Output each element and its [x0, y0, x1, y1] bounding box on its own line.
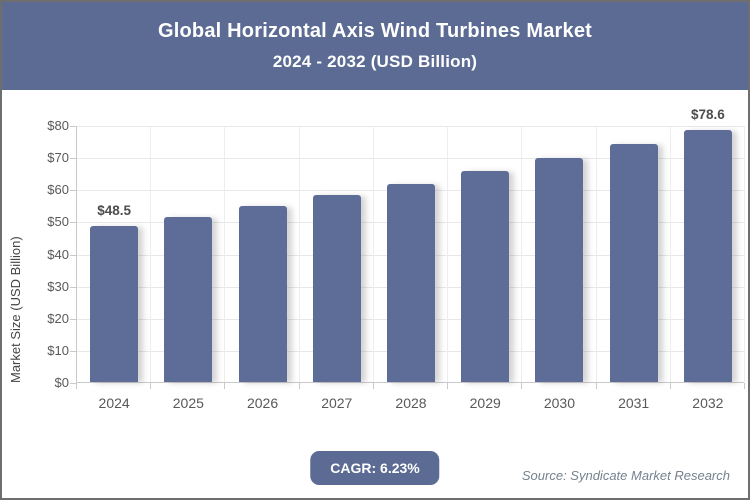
chart-area: Market Size (USD Billion) $0 $10 $20 $30 $40…: [2, 90, 748, 446]
x-axis-tick: [298, 383, 300, 389]
y-axis-tick: [70, 254, 76, 256]
x-axis-tick: [224, 383, 226, 389]
gridline-vertical: [372, 126, 374, 382]
y-axis-tick-label: $80: [47, 118, 69, 133]
chart-title: Global Horizontal Axis Wind Turbines Mar…: [157, 20, 593, 42]
y-axis-tick-label: $70: [47, 150, 69, 166]
bar-2027: [312, 195, 361, 382]
cagr-badge: CAGR: 6.23%: [310, 451, 440, 485]
gridline-horizontal: [77, 158, 744, 160]
x-axis-label: 2028: [395, 395, 427, 411]
bar-column: 2029: [448, 126, 522, 411]
y-axis-tick: [70, 222, 76, 224]
x-axis-tick: [521, 383, 523, 389]
bar-2030: [535, 158, 584, 382]
bar-column: 2030: [522, 126, 596, 411]
bar-column: 2027: [300, 126, 374, 411]
x-axis-tick: [150, 383, 152, 389]
x-axis-label: 2031: [618, 395, 650, 411]
source-attribution: Source: Syndicate Market Research: [521, 468, 730, 483]
y-axis-tick: [70, 126, 76, 127]
chart-header: Global Horizontal Axis Wind Turbines Mar…: [2, 2, 748, 90]
y-axis-tick: [70, 158, 76, 160]
gridline-vertical: [150, 126, 152, 382]
gridline-vertical: [447, 126, 449, 382]
y-axis-tick: [70, 350, 76, 352]
bar-column: 2025: [151, 126, 225, 411]
x-axis-label: 2026: [246, 395, 279, 411]
gridline-vertical: [744, 126, 745, 382]
y-axis-tick-label: $50: [47, 214, 69, 230]
x-axis-label: 2030: [543, 395, 576, 411]
gridline-vertical: [224, 126, 226, 382]
gridline-horizontal: [77, 126, 744, 127]
y-axis-tick: [70, 190, 76, 192]
x-axis-tick: [447, 383, 449, 389]
x-axis-tick: [669, 383, 671, 389]
y-axis-title: Market Size (USD Billion): [8, 236, 23, 383]
x-axis-tick: [744, 383, 745, 389]
x-axis-label: 2025: [172, 395, 204, 411]
x-axis-label: 2032: [692, 395, 724, 411]
gridline-vertical: [595, 126, 597, 382]
bar-value-label: $48.5: [97, 203, 131, 219]
chart-footer: CAGR: 6.23% Source: Syndicate Market Res…: [2, 446, 748, 498]
bar-2026: [238, 206, 287, 382]
y-axis-tick-label: $10: [47, 342, 69, 358]
gridline-vertical: [521, 126, 523, 382]
y-axis-tick: [70, 286, 76, 288]
bar-column: 2028: [374, 126, 448, 411]
gridline-vertical: [298, 126, 300, 382]
bar-column: 2024 $48.5: [77, 126, 151, 411]
y-axis-tick-label: $0: [54, 375, 69, 390]
y-axis-tick-label: $40: [47, 246, 69, 262]
bar-2025: [164, 216, 213, 382]
x-axis-tick: [76, 383, 77, 389]
x-axis-tick: [372, 383, 374, 389]
bar-2032: [683, 129, 732, 382]
x-axis-label: 2027: [321, 395, 353, 411]
x-axis-tick: [595, 383, 597, 389]
bar-column: 2026: [225, 126, 299, 411]
bar-column: 2032 $78.6: [671, 107, 745, 411]
bar-2024: [90, 226, 139, 382]
y-axis-tick: [70, 383, 76, 384]
plot-area: $0 $10 $20 $30 $40 $50 $60 $70 $80 2024 $48.5 2025 2…: [47, 107, 745, 411]
bar-2028: [386, 183, 435, 382]
y-axis-tick-label: $20: [47, 310, 69, 326]
bar-2031: [609, 144, 658, 382]
bar-value-label: $78.6: [690, 106, 725, 122]
y-axis-tick: [70, 318, 76, 320]
gridline-vertical: [669, 126, 671, 382]
x-axis-label: 2029: [469, 395, 501, 411]
y-axis-tick-label: $60: [47, 182, 69, 198]
y-axis-tick-label: $30: [47, 278, 69, 294]
bar-2029: [461, 171, 510, 382]
bar-column: 2031: [597, 126, 671, 411]
chart-subtitle: 2024 - 2032 (USD Billion): [272, 52, 478, 71]
x-axis-label: 2024: [98, 395, 130, 411]
